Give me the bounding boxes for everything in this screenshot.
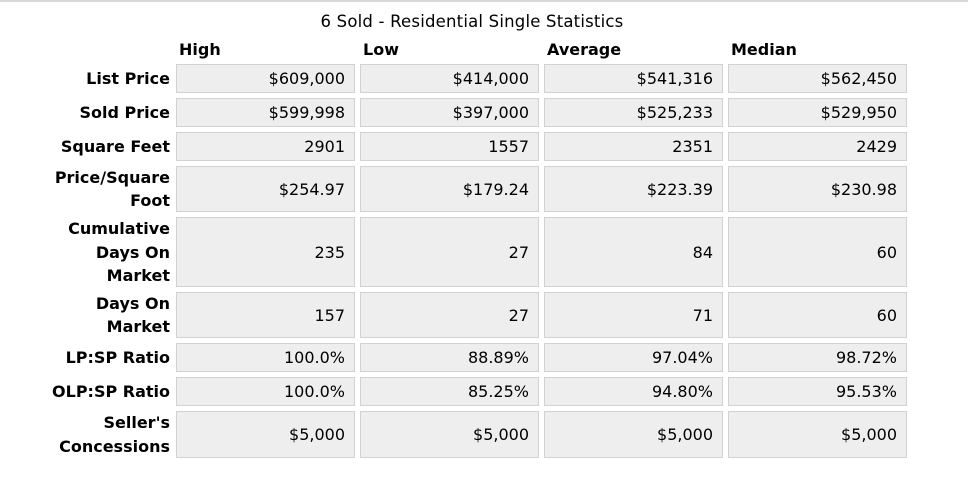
stat-cell: 60 <box>728 217 907 287</box>
stat-cell: 97.04% <box>544 343 723 373</box>
stat-cell: 71 <box>544 291 723 339</box>
stat-cell: 88.89% <box>360 343 539 373</box>
stat-cell: 100.0% <box>176 377 355 407</box>
row-label-cumulative-days-on-market: Cumulative Days On Market <box>68 219 170 285</box>
stat-cell: $5,000 <box>360 411 539 458</box>
stat-cell: $230.98 <box>728 166 907 213</box>
column-header-high: High <box>179 40 221 59</box>
stat-cell: 94.80% <box>544 377 723 407</box>
stat-cell: $541,316 <box>544 64 723 93</box>
row-label-olp-sp-ratio: OLP:SP Ratio <box>52 382 170 402</box>
stat-cell: $5,000 <box>176 411 355 458</box>
stat-cell: $223.39 <box>544 166 723 213</box>
table-row: Square Feet 2901 1557 2351 2429 <box>5 132 907 161</box>
stat-cell: $179.24 <box>360 166 539 213</box>
stat-cell: 157 <box>176 291 355 339</box>
stat-cell: 235 <box>176 217 355 287</box>
corner-spacer <box>5 38 171 59</box>
stat-cell: 60 <box>728 291 907 339</box>
table-row: Sold Price $599,998 $397,000 $525,233 $5… <box>5 98 907 127</box>
table-row: LP:SP Ratio 100.0% 88.89% 97.04% 98.72% <box>5 343 907 373</box>
statistics-table: High Low Average Median List Price $609,… <box>0 33 912 463</box>
table-row: OLP:SP Ratio 100.0% 85.25% 94.80% 95.53% <box>5 377 907 407</box>
stat-cell: 27 <box>360 217 539 287</box>
table-row: Cumulative Days On Market 235 27 84 60 <box>5 217 907 287</box>
column-header-low: Low <box>363 40 399 59</box>
stat-cell: $5,000 <box>544 411 723 458</box>
stat-cell: 95.53% <box>728 377 907 407</box>
stat-cell: $529,950 <box>728 98 907 127</box>
row-label-square-feet: Square Feet <box>60 136 170 156</box>
table-row: List Price $609,000 $414,000 $541,316 $5… <box>5 64 907 93</box>
stat-cell: $5,000 <box>728 411 907 458</box>
stat-cell: $397,000 <box>360 98 539 127</box>
row-label-list-price: List Price <box>86 68 170 88</box>
column-header-median: Median <box>731 40 797 59</box>
stat-cell: 2351 <box>544 132 723 161</box>
stat-cell: $562,450 <box>728 64 907 93</box>
row-label-days-on-market: Days On Market <box>95 293 170 337</box>
table-row: Seller's Concessions $5,000 $5,000 $5,00… <box>5 411 907 458</box>
stat-cell: $254.97 <box>176 166 355 213</box>
column-header-average: Average <box>547 40 622 59</box>
page-title: 6 Sold - Residential Single Statistics <box>320 12 624 31</box>
stat-cell: $414,000 <box>360 64 539 93</box>
row-label-sold-price: Sold Price <box>79 102 170 122</box>
stat-cell: 85.25% <box>360 377 539 407</box>
stat-cell: 1557 <box>360 132 539 161</box>
stat-cell: $599,998 <box>176 98 355 127</box>
stat-cell: 2901 <box>176 132 355 161</box>
stat-cell: 2429 <box>728 132 907 161</box>
stat-cell: $609,000 <box>176 64 355 93</box>
stat-cell: 27 <box>360 291 539 339</box>
stat-cell: 84 <box>544 217 723 287</box>
row-label-price-per-square-foot: Price/Square Foot <box>54 168 170 211</box>
table-row: Price/Square Foot $254.97 $179.24 $223.3… <box>5 166 907 213</box>
table-row: Days On Market 157 27 71 60 <box>5 291 907 339</box>
table-header-row: High Low Average Median <box>5 38 907 59</box>
row-label-sellers-concessions: Seller's Concessions <box>59 413 170 456</box>
stat-cell: $525,233 <box>544 98 723 127</box>
row-label-lp-sp-ratio: LP:SP Ratio <box>65 348 170 368</box>
stat-cell: 98.72% <box>728 343 907 373</box>
stat-cell: 100.0% <box>176 343 355 373</box>
